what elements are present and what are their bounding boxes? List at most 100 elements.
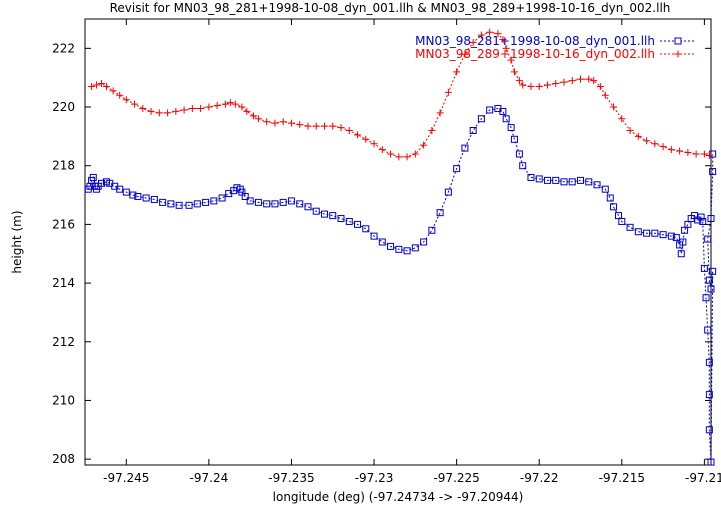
data-point <box>502 115 510 123</box>
chart-title: Revisit for MN03_98_281+1998-10-08_dyn_0… <box>110 1 671 15</box>
data-point <box>543 176 551 184</box>
data-point <box>507 124 515 132</box>
x-tick-label: -97.23 <box>355 471 394 485</box>
y-tick-label: 218 <box>52 159 75 173</box>
data-point <box>387 242 395 250</box>
data-point <box>296 200 304 208</box>
data-point <box>709 267 717 275</box>
data-point <box>704 235 712 243</box>
data-point <box>155 109 163 117</box>
data-point <box>667 146 675 154</box>
data-point <box>700 264 708 272</box>
data-point <box>378 146 386 154</box>
data-point <box>527 82 535 90</box>
data-point <box>387 150 395 158</box>
data-point <box>279 118 287 126</box>
x-tick-label: -97.245 <box>103 471 149 485</box>
data-point <box>626 223 634 231</box>
data-point <box>610 103 618 111</box>
data-point <box>486 28 494 36</box>
data-point <box>345 217 353 225</box>
data-point <box>651 229 659 237</box>
data-point <box>560 178 568 186</box>
data-point <box>679 238 687 246</box>
data-point <box>185 201 193 209</box>
data-point <box>312 122 320 130</box>
data-point <box>188 104 196 112</box>
data-point <box>692 150 700 158</box>
data-point <box>705 391 713 399</box>
x-tick-label: -97.21 <box>685 471 721 485</box>
data-point <box>304 122 312 130</box>
data-point <box>643 137 651 145</box>
data-point <box>420 238 428 246</box>
data-point <box>705 426 713 434</box>
data-point <box>362 135 370 143</box>
data-point <box>461 144 469 152</box>
y-tick-label: 220 <box>52 100 75 114</box>
data-point <box>98 80 106 88</box>
data-point <box>705 151 713 159</box>
y-tick-label: 208 <box>52 452 75 466</box>
data-point <box>89 173 97 181</box>
data-point <box>672 234 680 242</box>
data-point <box>238 103 246 111</box>
data-point <box>312 207 320 215</box>
data-point <box>699 217 707 225</box>
data-point <box>254 115 262 123</box>
data-point <box>296 121 304 129</box>
series-layer <box>84 28 717 466</box>
data-point <box>180 106 188 114</box>
data-point <box>709 168 717 176</box>
data-point <box>535 175 543 183</box>
data-point <box>477 31 485 39</box>
data-point <box>210 197 218 205</box>
data-point <box>102 82 110 90</box>
data-point <box>420 141 428 149</box>
data-point <box>287 197 295 205</box>
data-point <box>304 203 312 211</box>
data-point <box>246 197 254 205</box>
plot-frame <box>84 18 712 466</box>
data-point <box>543 81 551 89</box>
data-point <box>453 68 461 76</box>
legend-marker <box>674 50 682 58</box>
data-point <box>499 36 507 44</box>
data-point <box>254 198 262 206</box>
series-line <box>87 107 714 463</box>
data-point <box>596 82 604 90</box>
data-point <box>131 100 139 108</box>
data-point <box>205 103 213 111</box>
data-point <box>98 179 106 187</box>
data-point <box>453 165 461 173</box>
data-point <box>568 178 576 186</box>
data-point <box>707 458 715 466</box>
data-point <box>345 127 353 134</box>
data-point <box>519 81 527 89</box>
data-point <box>606 194 614 202</box>
series-line <box>91 31 710 158</box>
data-point <box>527 173 535 181</box>
data-point <box>659 231 667 239</box>
data-point <box>593 181 601 189</box>
y-tick-label: 210 <box>52 393 75 407</box>
data-point <box>139 104 147 112</box>
y-tick-label: 216 <box>52 217 75 231</box>
data-point <box>502 44 510 52</box>
data-point <box>337 124 345 132</box>
data-point <box>109 87 117 95</box>
data-point <box>507 56 515 64</box>
data-point <box>601 91 609 99</box>
legend: MN03_98_281+1998-10-08_dyn_001.llhMN03_9… <box>415 34 696 61</box>
y-tick-label: 214 <box>52 276 75 290</box>
legend-marker <box>674 37 682 45</box>
data-point <box>610 203 618 211</box>
data-point <box>552 176 560 184</box>
data-point <box>370 140 378 148</box>
data-point <box>590 77 598 85</box>
data-point <box>150 195 158 203</box>
data-point <box>510 135 518 143</box>
data-point <box>329 122 337 130</box>
data-point <box>287 119 295 127</box>
data-point <box>700 150 708 158</box>
